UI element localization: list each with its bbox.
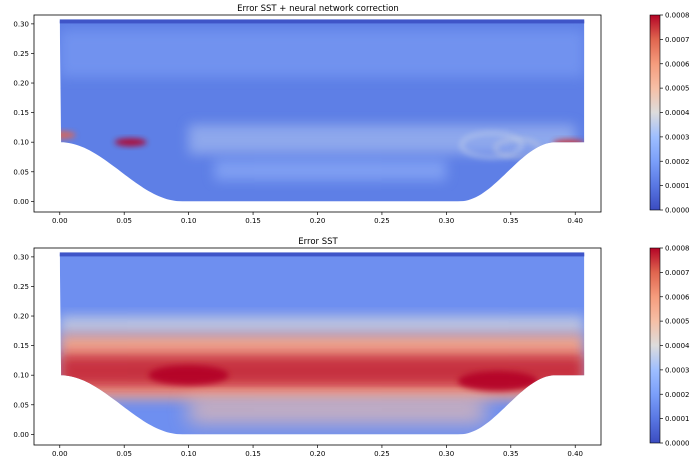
- x-tick-label: 0.00: [52, 450, 68, 458]
- error-hotspot: [59, 131, 76, 140]
- x-tick-label: 0.30: [439, 217, 455, 225]
- y-tick-label: 0.25: [13, 50, 29, 58]
- colorbar-tick-label: 0.0000: [665, 207, 690, 215]
- y-tick-label: 0.00: [13, 198, 29, 206]
- y-tick-label: 0.00: [13, 431, 29, 439]
- error-hotspot: [457, 371, 538, 392]
- y-tick-label: 0.15: [13, 109, 29, 117]
- field-plot: [59, 20, 585, 202]
- field-structures: [59, 316, 585, 423]
- colorbar-tick-label: 0.0006: [665, 293, 690, 301]
- colorbar-tick-label: 0.0006: [665, 60, 690, 68]
- colorbar-tick-label: 0.0007: [665, 269, 690, 277]
- colorbar-top: 0.0000 0.0001 0.0002 0.0003 0.0004 0.0005 0.00…: [649, 12, 690, 215]
- colorbar-tick-label: 0.0002: [665, 391, 690, 399]
- colorbar-tick-label: 0.0004: [665, 109, 690, 117]
- x-tick-label: 0.00: [52, 217, 68, 225]
- y-tick-label: 0.10: [13, 372, 29, 380]
- streak: [59, 29, 585, 78]
- x-tick-label: 0.20: [310, 450, 326, 458]
- y-tick-label: 0.15: [13, 342, 29, 350]
- x-tick-label: 0.05: [116, 217, 132, 225]
- error-hotspot: [148, 365, 229, 386]
- y-tick-label: 0.05: [13, 168, 29, 176]
- x-tick-label: 0.40: [567, 450, 583, 458]
- colorbar-tick-label: 0.0000: [665, 440, 690, 448]
- y-tick-label: 0.30: [13, 20, 29, 28]
- x-tick-label: 0.20: [310, 217, 326, 225]
- x-tick-label: 0.15: [245, 450, 261, 458]
- colorbar-tick-label: 0.0004: [665, 342, 690, 350]
- top-wall: [59, 19, 585, 24]
- band: [59, 316, 585, 334]
- x-tick-label: 0.25: [374, 450, 390, 458]
- y-tick-label: 0.30: [13, 253, 29, 261]
- colorbar-tick-label: 0.0003: [665, 366, 690, 374]
- colorbar-tick-label: 0.0008: [665, 12, 690, 20]
- x-tick-label: 0.30: [439, 450, 455, 458]
- band: [188, 398, 486, 423]
- chart-title: Error SST + neural network correction: [237, 4, 399, 14]
- colorbar-tick-label: 0.0002: [665, 158, 690, 166]
- colorbar-tick-label: 0.0001: [665, 182, 690, 190]
- y-tick-label: 0.20: [13, 80, 29, 88]
- colorbar-bottom: 0.0000 0.0001 0.0002 0.0003 0.0004 0.0005 0.00…: [649, 245, 690, 448]
- colorbar-ticks: 0.0000 0.0001 0.0002 0.0003 0.0004 0.0005 0.00…: [660, 245, 690, 448]
- streak: [214, 159, 447, 181]
- colorbar-gradient: [649, 247, 661, 444]
- colorbar-tick-label: 0.0008: [665, 245, 690, 253]
- x-axis: 0.00 0.05 0.10 0.15 0.20 0.25 0.30 0.35 0.40: [52, 445, 583, 458]
- colorbar-tick-label: 0.0005: [665, 318, 690, 326]
- y-tick-label: 0.05: [13, 401, 29, 409]
- y-tick-label: 0.10: [13, 139, 29, 147]
- x-tick-label: 0.40: [567, 217, 583, 225]
- colorbar-tick-label: 0.0005: [665, 85, 690, 93]
- x-tick-label: 0.05: [116, 450, 132, 458]
- y-axis: 0.00 0.05 0.10 0.15 0.20 0.25 0.30: [13, 20, 34, 206]
- field-structures: [59, 29, 585, 181]
- x-tick-label: 0.35: [503, 450, 519, 458]
- colorbar-tick-label: 0.0007: [665, 36, 690, 44]
- error-hotspot: [114, 138, 147, 147]
- error-hotspot: [552, 139, 585, 148]
- colorbar-tick-label: 0.0003: [665, 133, 690, 141]
- colorbar-gradient: [649, 14, 661, 211]
- x-axis: 0.00 0.05 0.10 0.15 0.20 0.25 0.30 0.35 0.40: [52, 212, 583, 225]
- x-tick-label: 0.15: [245, 217, 261, 225]
- x-tick-label: 0.10: [181, 450, 197, 458]
- y-tick-label: 0.20: [13, 313, 29, 321]
- error-hotspot: [533, 152, 566, 161]
- y-axis: 0.00 0.05 0.10 0.15 0.20 0.25 0.30: [13, 253, 34, 439]
- vortex-ring: [459, 131, 523, 159]
- panel-error-sst-nn: Error SST + neural network correction 0.…: [13, 4, 602, 225]
- field-plot: [59, 253, 585, 435]
- x-tick-label: 0.25: [374, 217, 390, 225]
- colorbar-tick-label: 0.0001: [665, 415, 690, 423]
- y-tick-label: 0.25: [13, 283, 29, 291]
- chart-title: Error SST: [298, 237, 338, 247]
- x-tick-label: 0.35: [503, 217, 519, 225]
- x-tick-label: 0.10: [181, 217, 197, 225]
- colorbar-ticks: 0.0000 0.0001 0.0002 0.0003 0.0004 0.0005 0.00…: [660, 12, 690, 215]
- panel-error-sst: Error SST 0.00 0.05 0.10 0.15 0.20 0.25 0.30 0.…: [13, 237, 602, 458]
- top-wall: [59, 252, 585, 257]
